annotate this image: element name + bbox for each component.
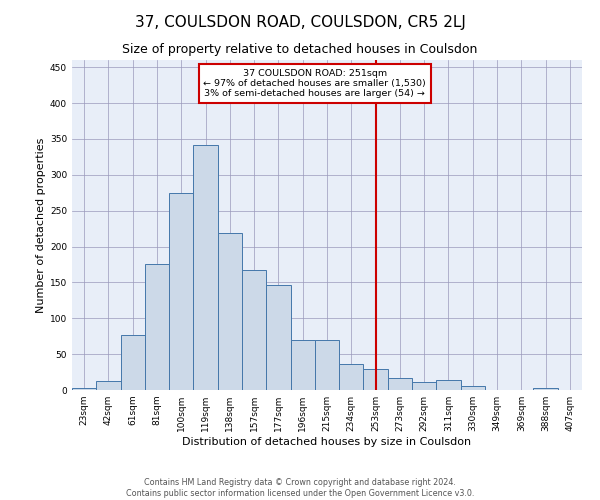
- Bar: [436, 380, 461, 390]
- Bar: [364, 369, 388, 390]
- Bar: [193, 144, 218, 390]
- Text: Contains HM Land Registry data © Crown copyright and database right 2024.
Contai: Contains HM Land Registry data © Crown c…: [126, 478, 474, 498]
- Bar: [461, 386, 485, 390]
- Text: 37 COULSDON ROAD: 251sqm
← 97% of detached houses are smaller (1,530)
3% of semi: 37 COULSDON ROAD: 251sqm ← 97% of detach…: [203, 68, 426, 98]
- Bar: [121, 336, 145, 390]
- Bar: [218, 233, 242, 390]
- Text: Size of property relative to detached houses in Coulsdon: Size of property relative to detached ho…: [122, 42, 478, 56]
- Text: 37, COULSDON ROAD, COULSDON, CR5 2LJ: 37, COULSDON ROAD, COULSDON, CR5 2LJ: [134, 15, 466, 30]
- Bar: [315, 340, 339, 390]
- Bar: [339, 364, 364, 390]
- Bar: [290, 340, 315, 390]
- Bar: [266, 284, 290, 390]
- Bar: [388, 378, 412, 390]
- Bar: [169, 192, 193, 390]
- Y-axis label: Number of detached properties: Number of detached properties: [36, 138, 46, 312]
- Bar: [242, 270, 266, 390]
- X-axis label: Distribution of detached houses by size in Coulsdon: Distribution of detached houses by size …: [182, 437, 472, 447]
- Bar: [533, 388, 558, 390]
- Bar: [72, 388, 96, 390]
- Bar: [96, 382, 121, 390]
- Bar: [412, 382, 436, 390]
- Bar: [145, 264, 169, 390]
